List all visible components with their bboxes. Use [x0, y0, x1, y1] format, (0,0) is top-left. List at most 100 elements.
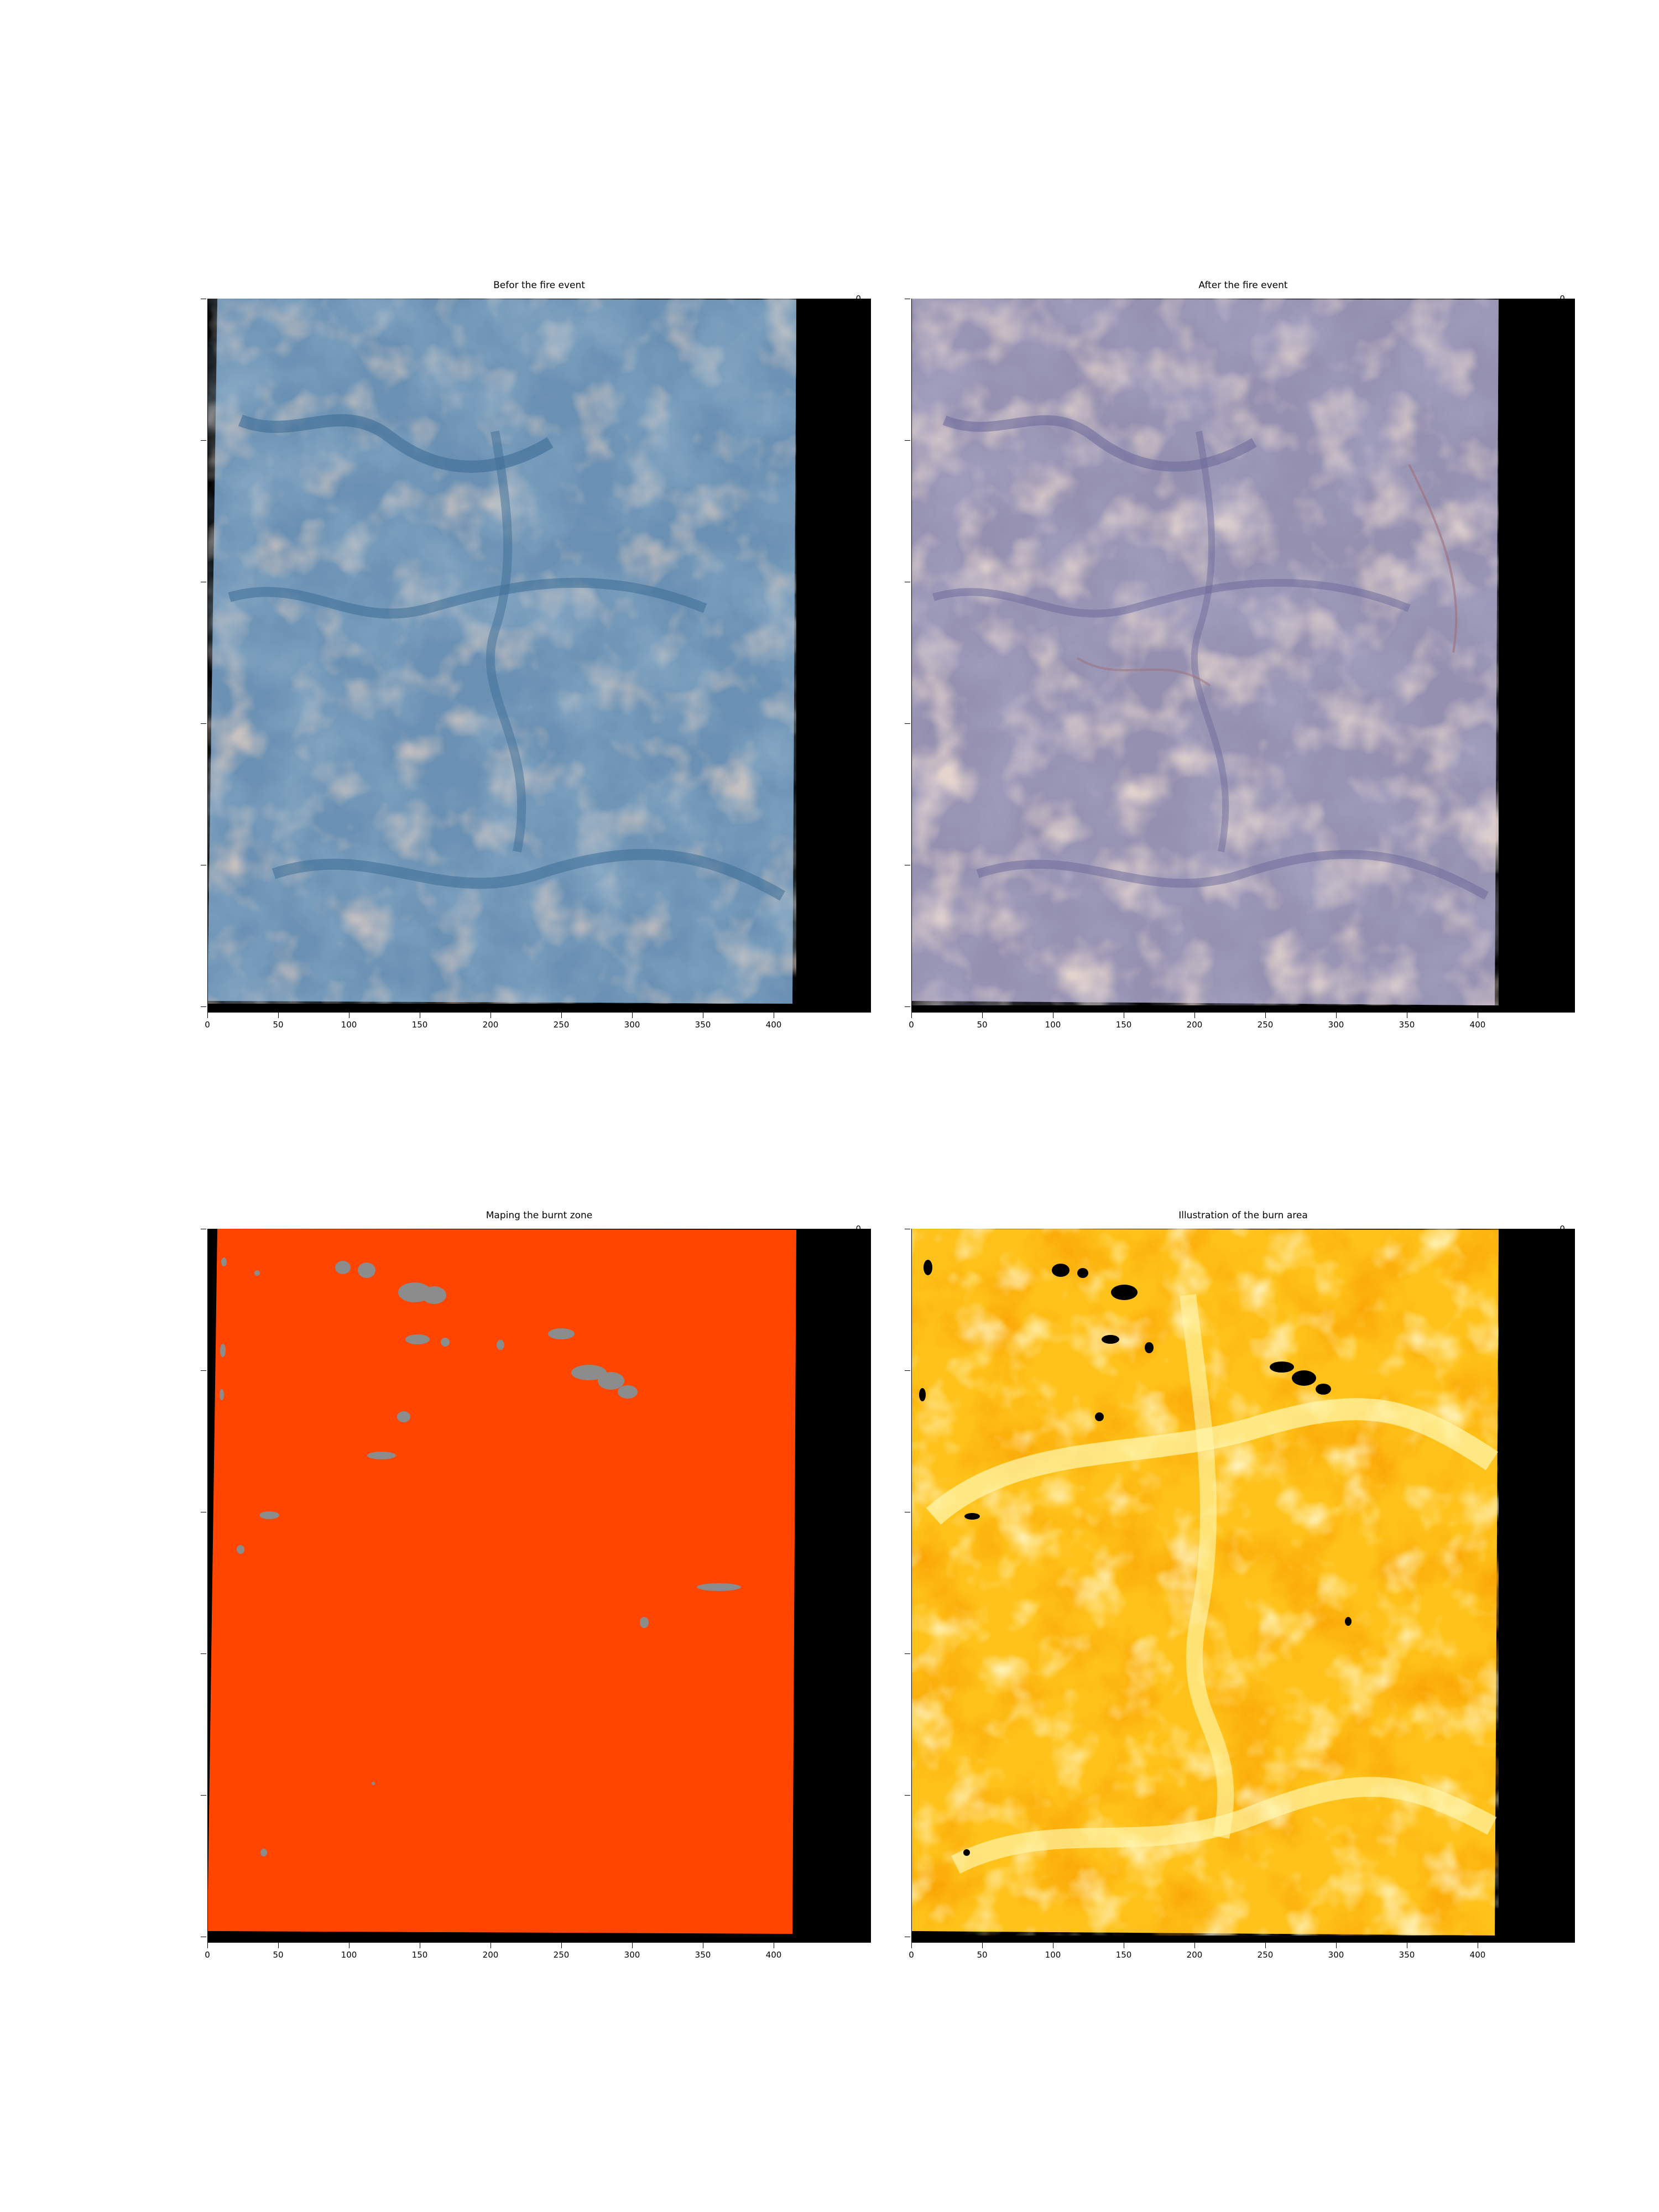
y-tick: [905, 1006, 910, 1007]
x-axis: [207, 1012, 871, 1013]
x-tick: [1194, 1013, 1195, 1018]
x-tick-label: 200: [483, 1020, 499, 1030]
panel-after: After the fire event: [911, 299, 1575, 1040]
x-tick-label: 0: [205, 1020, 210, 1030]
x-tick-label: 100: [341, 1020, 357, 1030]
y-axis: [911, 1229, 912, 1942]
x-tick: [911, 1943, 912, 1948]
panel-burn-area-illustration: Illustration of the burn area: [911, 1229, 1575, 1970]
x-tick-label: 300: [1328, 1950, 1344, 1960]
x-tick-label: 150: [412, 1950, 428, 1960]
y-tick: [201, 1370, 206, 1371]
x-tick-label: 100: [1045, 1020, 1061, 1030]
y-tick-label: 100: [1549, 435, 1565, 445]
y-tick-label: 200: [1549, 1507, 1565, 1517]
x-axis: [911, 1942, 1575, 1943]
x-tick: [911, 1013, 912, 1018]
x-axis: [911, 1012, 1575, 1013]
y-tick: [905, 723, 910, 724]
x-tick-label: 400: [1470, 1950, 1486, 1960]
y-axis: [207, 1229, 208, 1942]
x-tick: [1265, 1013, 1266, 1018]
x-tick-label: 250: [1258, 1950, 1274, 1960]
y-tick-label: 500: [845, 1932, 861, 1942]
y-tick: [201, 440, 206, 441]
x-tick-label: 50: [273, 1950, 283, 1960]
x-tick: [278, 1013, 279, 1018]
y-tick: [905, 1370, 910, 1371]
x-tick-label: 400: [766, 1950, 782, 1960]
y-tick-label: 300: [845, 718, 861, 728]
panel-title: Befor the fire event: [207, 280, 871, 291]
x-tick-label: 0: [909, 1020, 914, 1030]
x-tick-label: 100: [341, 1950, 357, 1960]
y-tick-label: 300: [1549, 718, 1565, 728]
burnt-zone-map: [207, 1229, 871, 1942]
y-tick: [905, 1795, 910, 1796]
x-tick: [1265, 1943, 1266, 1948]
y-tick: [201, 1795, 206, 1796]
burn-heatmap: [911, 1229, 1575, 1942]
x-tick-label: 350: [695, 1950, 711, 1960]
y-tick-label: 200: [845, 1507, 861, 1517]
y-tick: [201, 723, 206, 724]
y-tick-label: 400: [845, 1790, 861, 1800]
y-tick-label: 400: [1549, 1790, 1565, 1800]
x-tick-label: 150: [412, 1020, 428, 1030]
x-tick: [1336, 1943, 1337, 1948]
y-axis: [911, 299, 912, 1012]
y-tick-label: 0: [1559, 294, 1565, 304]
x-tick-label: 200: [1187, 1020, 1203, 1030]
x-tick-label: 200: [483, 1950, 499, 1960]
x-tick: [1194, 1943, 1195, 1948]
y-tick-label: 100: [845, 435, 861, 445]
y-axis: [207, 299, 208, 1012]
x-tick-label: 400: [766, 1020, 782, 1030]
y-tick-label: 400: [845, 860, 861, 870]
x-tick-label: 50: [977, 1020, 987, 1030]
x-tick-label: 100: [1045, 1950, 1061, 1960]
x-tick: [561, 1013, 562, 1018]
y-tick-label: 300: [845, 1648, 861, 1658]
panel-burnt-zone-map: Maping the burnt zone: [207, 1229, 871, 1970]
y-tick: [905, 440, 910, 441]
panel-before: Befor the fire event: [207, 299, 871, 1040]
x-tick-label: 400: [1470, 1020, 1486, 1030]
x-tick-label: 250: [554, 1020, 570, 1030]
y-tick-label: 200: [1549, 577, 1565, 587]
x-tick-label: 250: [554, 1950, 570, 1960]
x-tick-label: 150: [1116, 1950, 1132, 1960]
x-tick-label: 250: [1258, 1020, 1274, 1030]
y-tick-label: 400: [1549, 860, 1565, 870]
x-tick-label: 350: [1399, 1950, 1415, 1960]
satellite-image-before: [207, 299, 871, 1012]
y-tick-label: 100: [1549, 1365, 1565, 1375]
x-tick-label: 200: [1187, 1950, 1203, 1960]
x-tick: [982, 1943, 983, 1948]
x-tick: [207, 1013, 208, 1018]
x-tick: [561, 1943, 562, 1948]
y-tick: [201, 1653, 206, 1654]
x-tick: [207, 1943, 208, 1948]
x-tick-label: 150: [1116, 1020, 1132, 1030]
x-tick-label: 0: [205, 1950, 210, 1960]
x-tick: [632, 1013, 633, 1018]
panel-title: Maping the burnt zone: [207, 1210, 871, 1221]
panel-title: Illustration of the burn area: [911, 1210, 1575, 1221]
x-tick-label: 350: [1399, 1020, 1415, 1030]
y-tick-label: 0: [1559, 1224, 1565, 1234]
x-axis: [207, 1942, 871, 1943]
x-tick: [982, 1013, 983, 1018]
x-tick-label: 0: [909, 1950, 914, 1960]
x-tick-label: 50: [273, 1020, 283, 1030]
x-tick-label: 50: [977, 1950, 987, 1960]
x-tick-label: 300: [624, 1020, 640, 1030]
x-tick: [1336, 1013, 1337, 1018]
y-tick-label: 500: [1549, 1001, 1565, 1011]
x-tick-label: 300: [624, 1950, 640, 1960]
satellite-image-after: [911, 299, 1575, 1012]
panel-title: After the fire event: [911, 280, 1575, 291]
y-tick: [905, 1653, 910, 1654]
y-tick-label: 300: [1549, 1648, 1565, 1658]
y-tick-label: 0: [855, 294, 861, 304]
